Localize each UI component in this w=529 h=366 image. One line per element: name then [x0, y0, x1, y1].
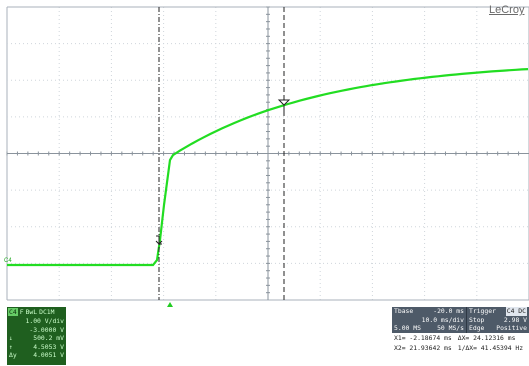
trigger-slope: Positive — [496, 324, 527, 332]
measure-value: 4.0051 V — [33, 351, 64, 360]
trigger-label: Trigger — [469, 307, 496, 315]
channel-info-box[interactable]: C4 F BwL DC1M 1.00 V/div -3.0000 V ↓ 500.… — [7, 307, 66, 365]
trigger-mode: Stop — [469, 315, 485, 324]
measure-symbol: ↓ — [9, 334, 13, 343]
cursor-x2-readout: X2= 21.93642 ms — [394, 343, 452, 352]
cursor-dx-readout: ΔX= 24.12316 ms — [457, 333, 516, 342]
signal-trace — [7, 68, 529, 267]
measure-symbol: ↑ — [9, 342, 13, 351]
trigger-channel: C4 DC — [505, 307, 527, 316]
timebase-label: Tbase — [394, 307, 414, 315]
graticule — [6, 6, 529, 301]
channel-name: C4 — [8, 308, 18, 316]
timebase-trigger-panel[interactable]: Tbase -20.0 ms Trigger C4 DC 10.0 ms/div S… — [392, 307, 529, 353]
timebase-tdiv: 10.0 ms/div — [421, 315, 464, 324]
cursor-x1-readout: X1= -2.18674 ms — [394, 333, 452, 342]
channel-mode: F — [19, 308, 24, 316]
timebase-delay: -20.0 ms — [433, 307, 464, 315]
measure-value: 500.2 mV — [33, 334, 64, 343]
trigger-type: Edge — [469, 324, 485, 332]
channel-coupling: DC1M — [39, 308, 55, 316]
trigger-level: 2.98 V — [503, 315, 527, 324]
timebase-rate: 50 MS/s — [437, 324, 464, 332]
channel-offset: -3.0000 V — [29, 325, 64, 334]
channel-bwl: BwL — [25, 308, 38, 316]
measure-value: 4.5053 V — [33, 342, 64, 351]
trace-label: C4 — [4, 258, 12, 264]
trigger-position-marker — [167, 302, 173, 307]
cursor-freq-readout: 1/ΔX= 41.45394 Hz — [457, 343, 524, 352]
channel-vdiv: 1.00 V/div — [25, 317, 64, 325]
cursor-x1-marker — [155, 235, 163, 245]
cursor-x2-marker — [277, 99, 291, 111]
measure-symbol: Δy — [9, 351, 17, 360]
brand-logo: LeCroy — [489, 4, 525, 16]
timebase-memory: 5.00 MS — [394, 324, 421, 332]
